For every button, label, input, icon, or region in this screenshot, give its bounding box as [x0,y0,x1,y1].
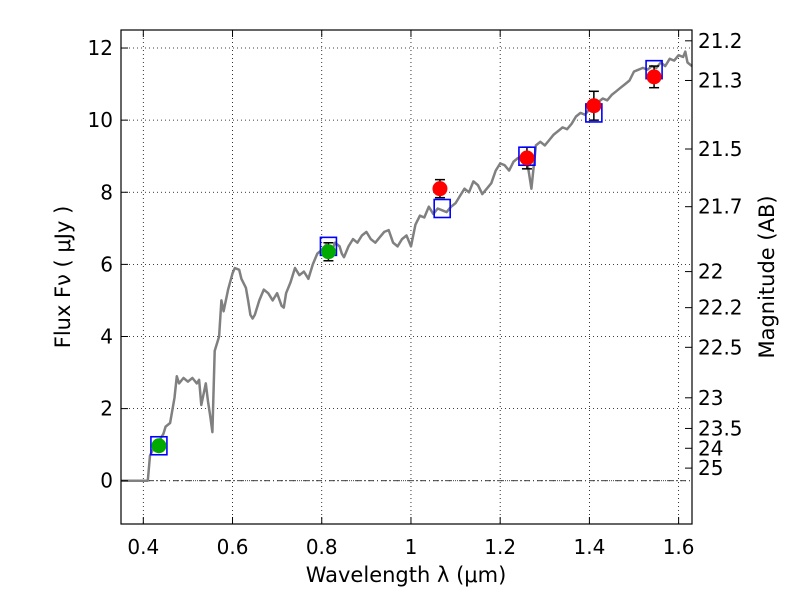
ticks [121,30,692,524]
x-tick-label: 1.4 [573,535,605,559]
y-axis-label: Flux Fν ( μJy ) [51,206,75,349]
y-tick-label: 6 [100,252,113,276]
y-tick-label: 12 [88,36,113,60]
observed-point [432,181,448,197]
plot-background [121,30,692,524]
right-tick-label: 22.2 [698,296,743,320]
x-tick-label: 0.8 [306,535,338,559]
x-axis-label: Wavelength λ (μm) [306,563,507,587]
y-tick-label: 4 [100,324,113,348]
observed-point [586,98,602,114]
x-tick-label: 1.6 [663,535,695,559]
right-tick-label: 21.2 [698,29,743,53]
right-tick-label: 23 [698,386,723,410]
model-photometry-square [433,198,451,219]
plot-frame [120,29,693,525]
x-tick-label: 1 [405,535,418,559]
observed-point [519,150,535,166]
markers [150,59,663,456]
right-tick-label: 21.5 [698,137,743,161]
observed-point [151,438,167,454]
x-tick-label: 0.4 [127,535,159,559]
x-tick-label: 0.6 [217,535,249,559]
y-tick-label: 2 [100,397,113,421]
right-tick-label: 21.7 [698,195,743,219]
right-tick-label: 22 [698,260,723,284]
observed-point [646,69,662,85]
y-tick-label: 10 [88,108,113,132]
right-tick-label: 22.5 [698,335,743,359]
right-tick-label: 25 [698,456,723,480]
right-tick-label: 24 [698,436,723,460]
model-photometry-square [150,435,168,456]
observed-point [320,244,336,260]
right-axis-label: Magnitude (AB) [755,195,779,358]
y-tick-label: 8 [100,180,113,204]
right-tick-label: 21.3 [698,68,743,92]
y-tick-label: 0 [100,469,113,493]
x-tick-label: 1.2 [484,535,516,559]
right-tick-label: 23.5 [698,416,743,440]
